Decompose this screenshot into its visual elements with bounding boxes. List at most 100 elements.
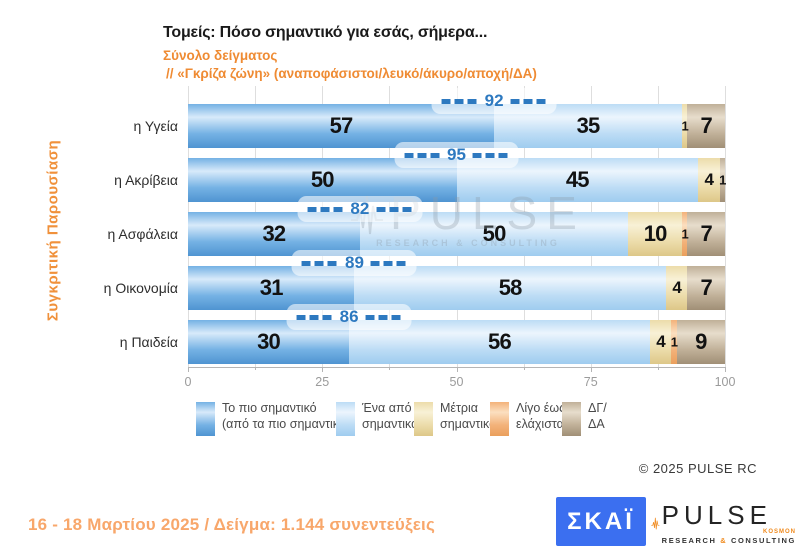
chart-legend: Το πιο σημαντικό (από τα πιο σημαντικά) Έν… bbox=[0, 400, 798, 450]
segment-value-label: 50 bbox=[310, 167, 335, 192]
bar-segment-little-to-least bbox=[671, 320, 677, 364]
axis-tick bbox=[590, 367, 592, 372]
bar-segment-moderately-important bbox=[628, 212, 683, 256]
badge-dash bbox=[296, 314, 333, 320]
bar-segment-dk-na bbox=[719, 158, 725, 202]
badge-value: 82 bbox=[350, 199, 370, 218]
badge-dash bbox=[510, 98, 547, 104]
category-label: η Παιδεία bbox=[119, 334, 178, 350]
category-label: η Ασφάλεια bbox=[107, 226, 179, 242]
pulse-logo: PULSE KOSMON RESEARCH & CONSULTING bbox=[651, 494, 796, 552]
category-label: η Υγεία bbox=[133, 118, 178, 134]
segment-value-label: 32 bbox=[262, 221, 286, 246]
badge-value: 95 bbox=[447, 145, 466, 164]
legend-swatch bbox=[196, 402, 215, 436]
bar-segment-moderately-important bbox=[698, 158, 720, 202]
legend-swatch bbox=[336, 402, 355, 436]
sum-badge: 95 bbox=[394, 142, 519, 168]
skai-logo: ΣΚΑΪ bbox=[556, 497, 646, 546]
pulse-logo-name: PULSE bbox=[661, 499, 772, 530]
axis-tick bbox=[188, 367, 189, 372]
segment-value-label: 7 bbox=[700, 113, 712, 138]
bar-segment-moderately-important bbox=[665, 266, 688, 310]
segment-value-label: 10 bbox=[643, 221, 668, 246]
legend-swatch bbox=[414, 402, 433, 436]
legend-label: Το πιο σημαντικό (από τα πιο σημαντικά) bbox=[222, 401, 351, 432]
segment-value-label: 31 bbox=[259, 275, 284, 300]
segment-value-label: 45 bbox=[565, 167, 590, 192]
axis-tick-label: 100 bbox=[714, 375, 736, 389]
legend-item-little-to-least: Λίγο έως ελάχιστα bbox=[490, 400, 565, 436]
category-label: η Οικονομία bbox=[103, 280, 178, 296]
segment-value-label: 4 bbox=[656, 332, 665, 351]
chart-subtitle-sample: Σύνολο δείγματος bbox=[163, 48, 278, 63]
segment-value-label: 35 bbox=[576, 113, 601, 138]
segment-value-label: 30 bbox=[257, 329, 281, 354]
badge-dash bbox=[376, 206, 413, 212]
bar-segment-dk-na bbox=[687, 266, 725, 310]
segment-value-label: 7 bbox=[700, 221, 712, 246]
bar-row: 30 56 4 1 9 bbox=[188, 320, 725, 364]
bar-segment-dk-na bbox=[687, 104, 725, 148]
copyright-text: © 2025 PULSE RC bbox=[638, 461, 757, 476]
badge-dash bbox=[404, 152, 441, 158]
legend-label: Ένα από τα σημαντικά bbox=[362, 401, 428, 432]
pulse-logo-tagline: KOSMON bbox=[763, 528, 796, 535]
bar-row: 57 35 1 7 bbox=[188, 104, 725, 148]
segment-value-label: 9 bbox=[695, 329, 707, 354]
badge-value: 86 bbox=[339, 307, 359, 326]
badge-dash bbox=[441, 98, 478, 104]
segment-value-label: 1 bbox=[681, 226, 689, 242]
segment-value-label: 58 bbox=[498, 275, 523, 300]
axis-tick bbox=[725, 367, 726, 372]
axis-tick-label: 75 bbox=[583, 375, 598, 389]
segment-value-label: 57 bbox=[329, 113, 354, 138]
axis-tick-label: 50 bbox=[449, 375, 464, 389]
bar-segment-moderately-important bbox=[649, 320, 672, 364]
legend-item-most-important: Το πιο σημαντικό (από τα πιο σημαντικά) bbox=[196, 400, 350, 436]
page-title: Τομείς: Πόσο σημαντικό για εσάς, σήμερα.… bbox=[163, 24, 488, 41]
axis-tick bbox=[322, 367, 324, 372]
legend-item-dk-na: ΔΓ/ΔΑ bbox=[562, 400, 607, 436]
pulse-logo-subtext: RESEARCH & CONSULTING bbox=[661, 535, 796, 545]
sum-badge: 86 bbox=[286, 304, 412, 330]
segment-value-label: 1 bbox=[719, 172, 726, 188]
pulse-logo-waveform-icon bbox=[651, 517, 660, 530]
bar-row: 31 58 4 7 bbox=[188, 266, 725, 310]
skai-logo-text: ΣΚΑΪ bbox=[567, 507, 635, 535]
badge-dash bbox=[370, 260, 407, 266]
sum-badge: 82 bbox=[297, 196, 423, 222]
axis-tick bbox=[389, 367, 391, 370]
axis-tick bbox=[657, 367, 659, 370]
sum-badge: 89 bbox=[292, 250, 417, 276]
legend-swatch bbox=[490, 402, 509, 436]
bar-segment-dk-na bbox=[687, 212, 725, 256]
axis-tick bbox=[255, 367, 257, 370]
legend-label: ΔΓ/ΔΑ bbox=[588, 401, 607, 432]
badge-dash bbox=[307, 206, 344, 212]
segment-value-label: 56 bbox=[488, 329, 512, 354]
legend-item-one-of-important: Ένα από τα σημαντικά bbox=[336, 400, 427, 436]
segment-value-label: 4 bbox=[672, 278, 681, 297]
gridline bbox=[725, 86, 726, 367]
chart-plot-area: PULSE RESEARCH & CONSULTING 57 35 1 7 η Υγεί… bbox=[104, 86, 735, 389]
segment-value-label: 4 bbox=[704, 170, 714, 189]
axis-tick-label: 0 bbox=[184, 375, 192, 389]
bar-segment-dk-na bbox=[676, 320, 725, 364]
bar-row: 32 50 10 1 7 bbox=[188, 212, 725, 256]
badge-dash bbox=[472, 152, 509, 158]
legend-label: Λίγο έως ελάχιστα bbox=[516, 401, 566, 432]
bar-segment-moderately-important bbox=[682, 104, 688, 148]
axis-tick bbox=[456, 367, 458, 372]
chart-subtitle-grey-zone: // «Γκρίζα ζώνη» (αναποφάσιστοι/λευκό/άκ… bbox=[166, 66, 537, 81]
badge-dash bbox=[302, 260, 339, 266]
badge-dash bbox=[365, 314, 402, 320]
axis-tick-label: 25 bbox=[315, 375, 330, 389]
segment-value-label: 7 bbox=[700, 275, 712, 300]
category-label: η Ακρίβεια bbox=[114, 172, 178, 188]
legend-item-moderately-important: Μέτρια σημαντικό bbox=[414, 400, 496, 436]
sum-badge: 92 bbox=[431, 88, 557, 114]
segment-value-label: 50 bbox=[482, 221, 507, 246]
legend-label: Μέτρια σημαντικό bbox=[440, 401, 497, 432]
